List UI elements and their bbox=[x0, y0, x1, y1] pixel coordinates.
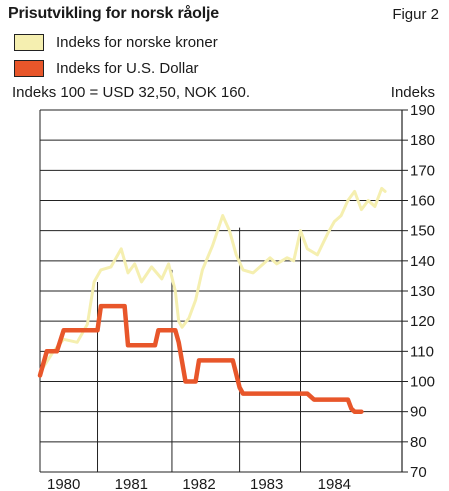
legend-label-usd: Indeks for U.S. Dollar bbox=[56, 59, 199, 77]
series-line-usd bbox=[37, 303, 364, 414]
chart-title: Prisutvikling for norsk råolje bbox=[8, 5, 219, 22]
legend-swatch-usd bbox=[14, 59, 44, 77]
y-tick-label: 150 bbox=[410, 223, 435, 240]
x-tick-label: 1981 bbox=[115, 476, 148, 491]
legend-item-nok: Indeks for norske kroner bbox=[14, 31, 218, 53]
y-tick-label: 90 bbox=[410, 404, 427, 421]
x-tick-label: 1980 bbox=[47, 476, 80, 491]
y-tick-label: 190 bbox=[410, 102, 435, 119]
y-tick-label: 180 bbox=[410, 132, 435, 149]
y-tick-label: 100 bbox=[410, 374, 435, 391]
y-tick-label: 120 bbox=[410, 313, 435, 330]
y-tick-label: 130 bbox=[410, 283, 435, 300]
x-tick-label: 1982 bbox=[182, 476, 215, 491]
figure-label: Figur 2 bbox=[392, 6, 439, 23]
y-tick-label: 170 bbox=[410, 162, 435, 179]
legend-swatch-nok bbox=[14, 33, 44, 51]
y-tick-label: 80 bbox=[410, 434, 427, 451]
legend-label-nok: Indeks for norske kroner bbox=[56, 33, 218, 51]
legend-item-usd: Indeks for U.S. Dollar bbox=[14, 57, 199, 79]
x-tick-label: 1983 bbox=[250, 476, 283, 491]
y-axis-unit: Indeks bbox=[390, 84, 435, 101]
y-tick-label: 70 bbox=[410, 464, 427, 481]
index-base-note: Indeks 100 = USD 32,50, NOK 160. bbox=[12, 84, 251, 101]
x-tick-label: 1984 bbox=[318, 476, 351, 491]
y-tick-label: 160 bbox=[410, 193, 435, 210]
y-tick-label: 110 bbox=[410, 343, 434, 360]
series-line-nok bbox=[38, 186, 387, 374]
y-tick-label: 140 bbox=[410, 253, 435, 270]
